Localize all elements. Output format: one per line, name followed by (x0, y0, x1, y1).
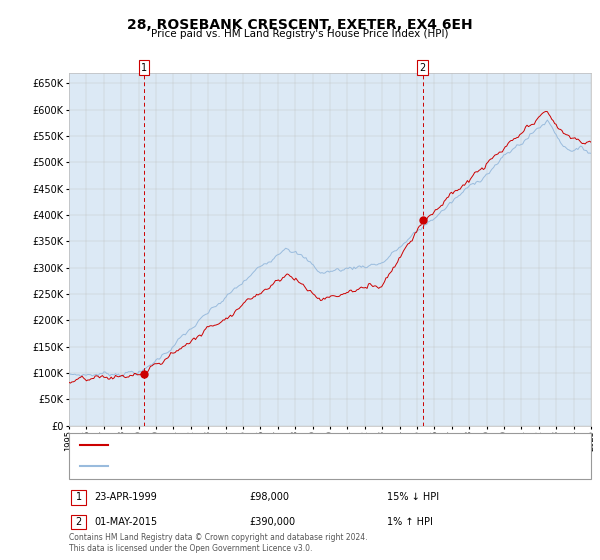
Text: 28, ROSEBANK CRESCENT, EXETER, EX4 6EH (detached house): 28, ROSEBANK CRESCENT, EXETER, EX4 6EH (… (114, 441, 398, 450)
Text: Price paid vs. HM Land Registry's House Price Index (HPI): Price paid vs. HM Land Registry's House … (151, 29, 449, 39)
Text: 1: 1 (76, 492, 82, 502)
Text: £98,000: £98,000 (249, 492, 289, 502)
Text: £390,000: £390,000 (249, 517, 295, 527)
Text: 23-APR-1999: 23-APR-1999 (94, 492, 157, 502)
Text: 01-MAY-2015: 01-MAY-2015 (94, 517, 157, 527)
Text: 28, ROSEBANK CRESCENT, EXETER, EX4 6EH: 28, ROSEBANK CRESCENT, EXETER, EX4 6EH (127, 18, 473, 32)
Text: Contains HM Land Registry data © Crown copyright and database right 2024.
This d: Contains HM Land Registry data © Crown c… (69, 533, 367, 553)
Text: 2: 2 (419, 63, 426, 73)
Text: 2: 2 (76, 517, 82, 527)
Text: 1: 1 (141, 63, 147, 73)
Text: 1% ↑ HPI: 1% ↑ HPI (387, 517, 433, 527)
Text: 15% ↓ HPI: 15% ↓ HPI (387, 492, 439, 502)
Text: HPI: Average price, detached house, Exeter: HPI: Average price, detached house, Exet… (114, 462, 311, 471)
